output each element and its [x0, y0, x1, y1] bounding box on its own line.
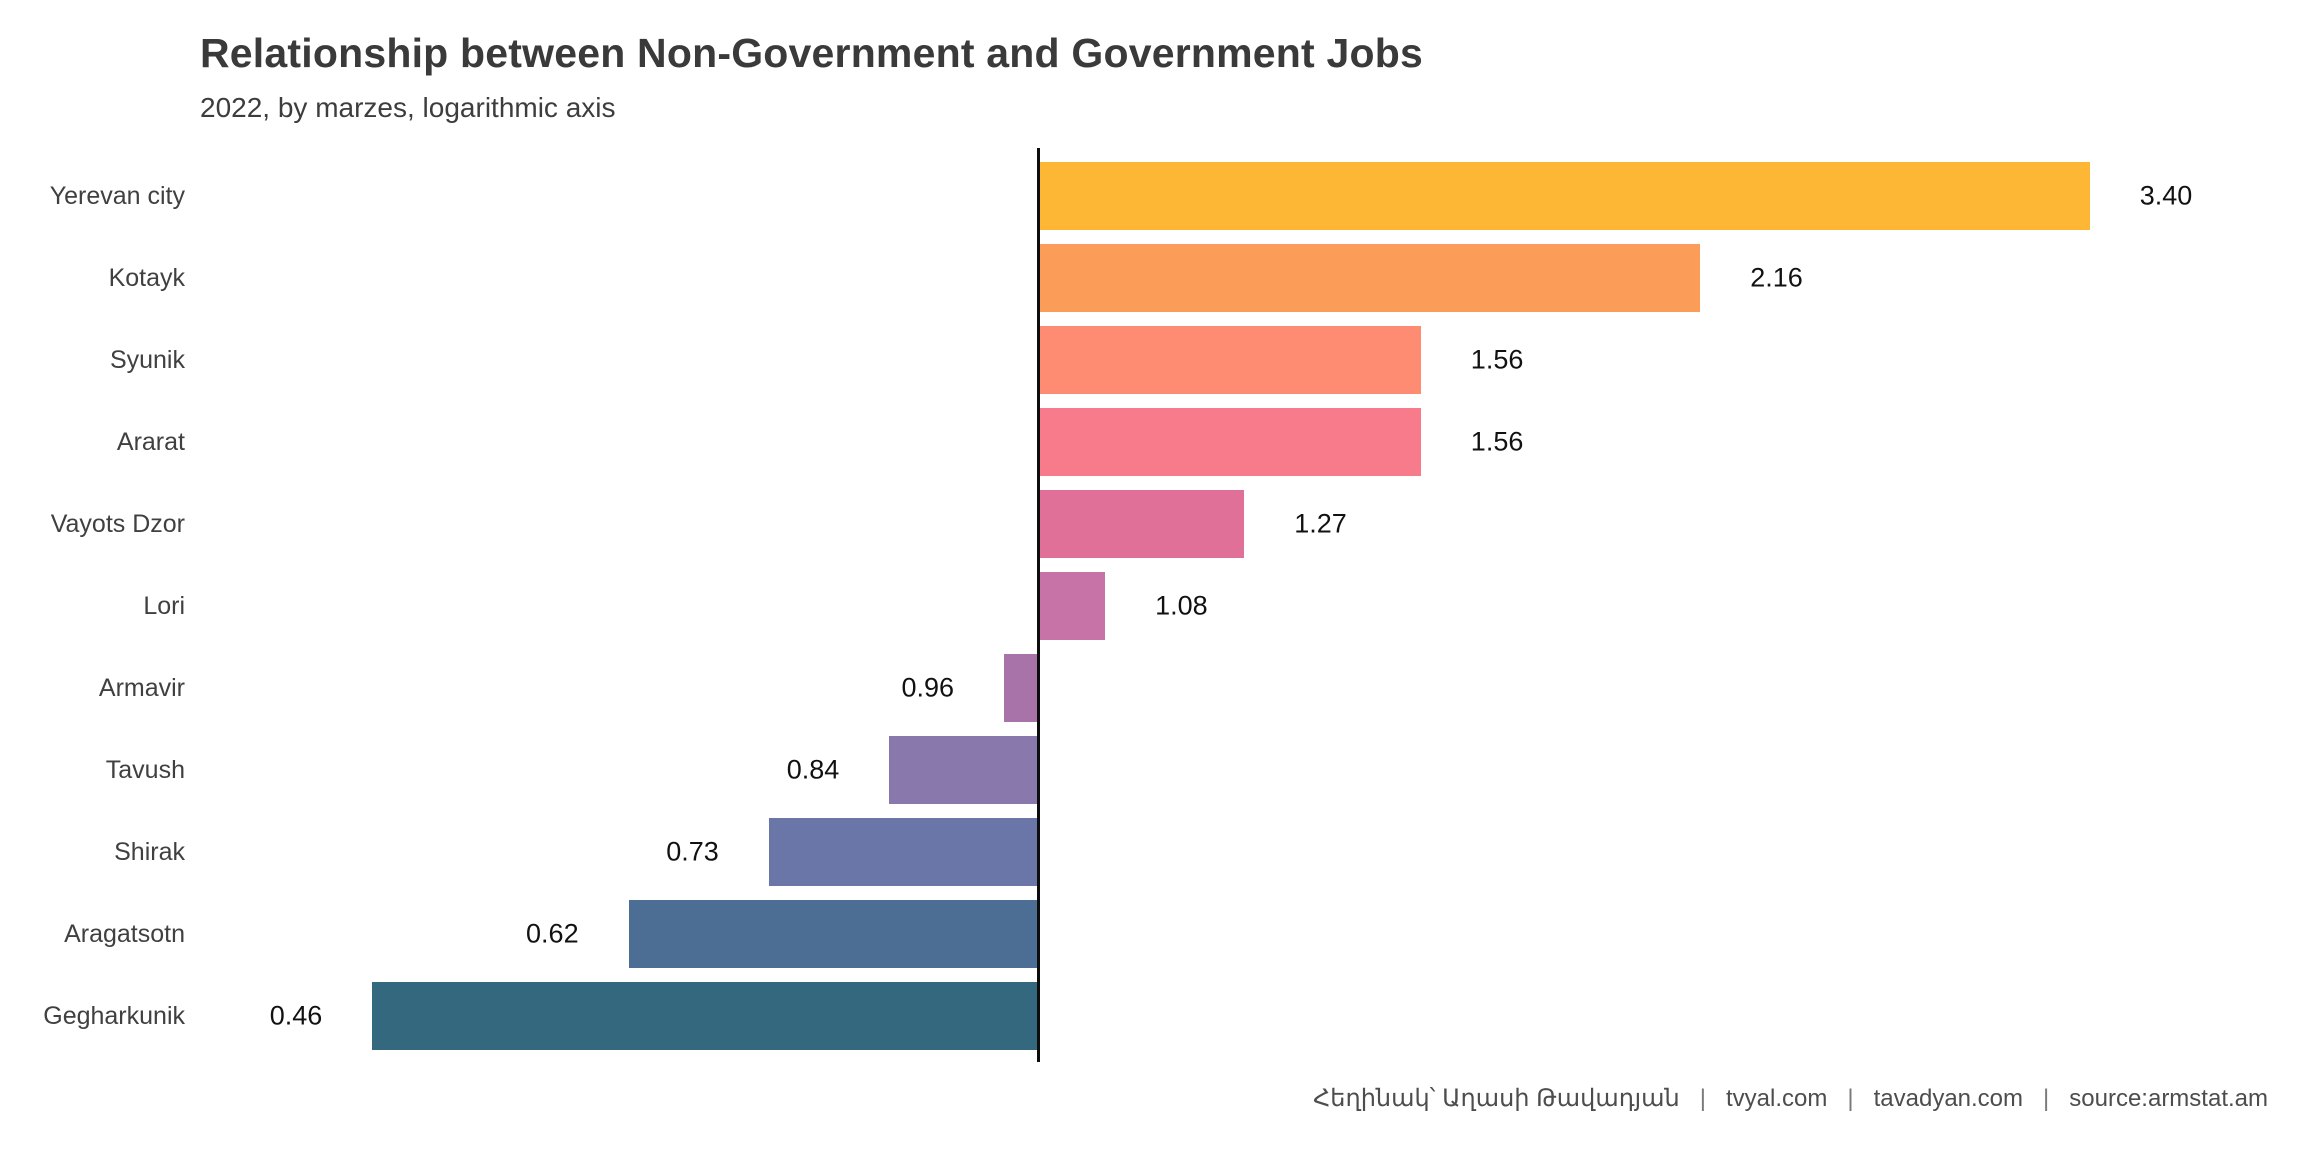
value-label: 1.56: [1470, 426, 1524, 457]
bar: [1039, 572, 1106, 640]
bar-row: Yerevan city 3.40: [0, 155, 2304, 237]
footer-tavadyan-link: tavadyan.com: [1873, 1085, 2024, 1112]
bar: [768, 818, 1039, 886]
bar: [1039, 490, 1245, 558]
bar-row: Gegharkunik 0.46: [0, 975, 2304, 1057]
value-label: 1.56: [1470, 344, 1524, 375]
bar-row: Ararat 1.56: [0, 401, 2304, 483]
category-label: Ararat: [116, 428, 185, 456]
category-label: Lori: [143, 592, 185, 620]
bar: [1039, 162, 2090, 230]
bar: [628, 900, 1039, 968]
footer-separator: |: [2043, 1085, 2050, 1112]
value-label: 0.84: [786, 754, 840, 785]
value-label: 3.40: [2139, 180, 2193, 211]
bar-row: Shirak 0.73: [0, 811, 2304, 893]
bar-row: Syunik 1.56: [0, 319, 2304, 401]
bar-row: Lori 1.08: [0, 565, 2304, 647]
footer-source: source:armstat.am: [2069, 1085, 2268, 1112]
category-label: Armavir: [98, 674, 185, 702]
value-label: 0.62: [526, 918, 579, 949]
value-label: 2.16: [1750, 262, 1803, 293]
category-label: Yerevan city: [49, 182, 185, 210]
footer-credits: Հեղինակ՝ Աղասի Թավադյան | tvyal.com | tavady…: [1313, 1084, 2268, 1113]
footer-separator: |: [1847, 1085, 1854, 1112]
category-label: Kotayk: [108, 264, 185, 292]
bar: [1039, 408, 1421, 476]
category-label: Shirak: [114, 838, 185, 866]
value-label: 1.08: [1155, 590, 1208, 621]
category-label: Tavush: [105, 756, 185, 784]
value-label: 0.73: [666, 836, 719, 867]
bar: [1039, 326, 1421, 394]
value-label: 0.46: [269, 1000, 323, 1031]
bar: [1004, 654, 1039, 722]
value-label: 0.96: [901, 672, 954, 703]
footer-separator: |: [1699, 1085, 1707, 1112]
category-label: Aragatsotn: [64, 920, 185, 948]
bar-row: Tavush 0.84: [0, 729, 2304, 811]
axis-baseline-line: [1037, 148, 1040, 1062]
bar-row: Aragatsotn 0.62: [0, 893, 2304, 975]
category-label: Syunik: [109, 346, 185, 374]
chart-title: Relationship between Non-Government and …: [200, 30, 1423, 76]
bar-row: Kotayk 2.16: [0, 237, 2304, 319]
value-label: 1.27: [1294, 508, 1347, 539]
bar-row: Vayots Dzor 1.27: [0, 483, 2304, 565]
category-label: Gegharkunik: [43, 1002, 185, 1030]
footer-tvyal-link: tvyal.com: [1726, 1085, 1828, 1112]
chart-subtitle: 2022, by marzes, logarithmic axis: [200, 92, 616, 123]
bar: [1039, 244, 1701, 312]
category-label: Vayots Dzor: [50, 510, 185, 538]
bar-row: Armavir 0.96: [0, 647, 2304, 729]
footer-author: Հեղինակ՝ Աղասի Թավադյան: [1313, 1085, 1680, 1112]
bar: [372, 982, 1039, 1050]
bar: [889, 736, 1039, 804]
